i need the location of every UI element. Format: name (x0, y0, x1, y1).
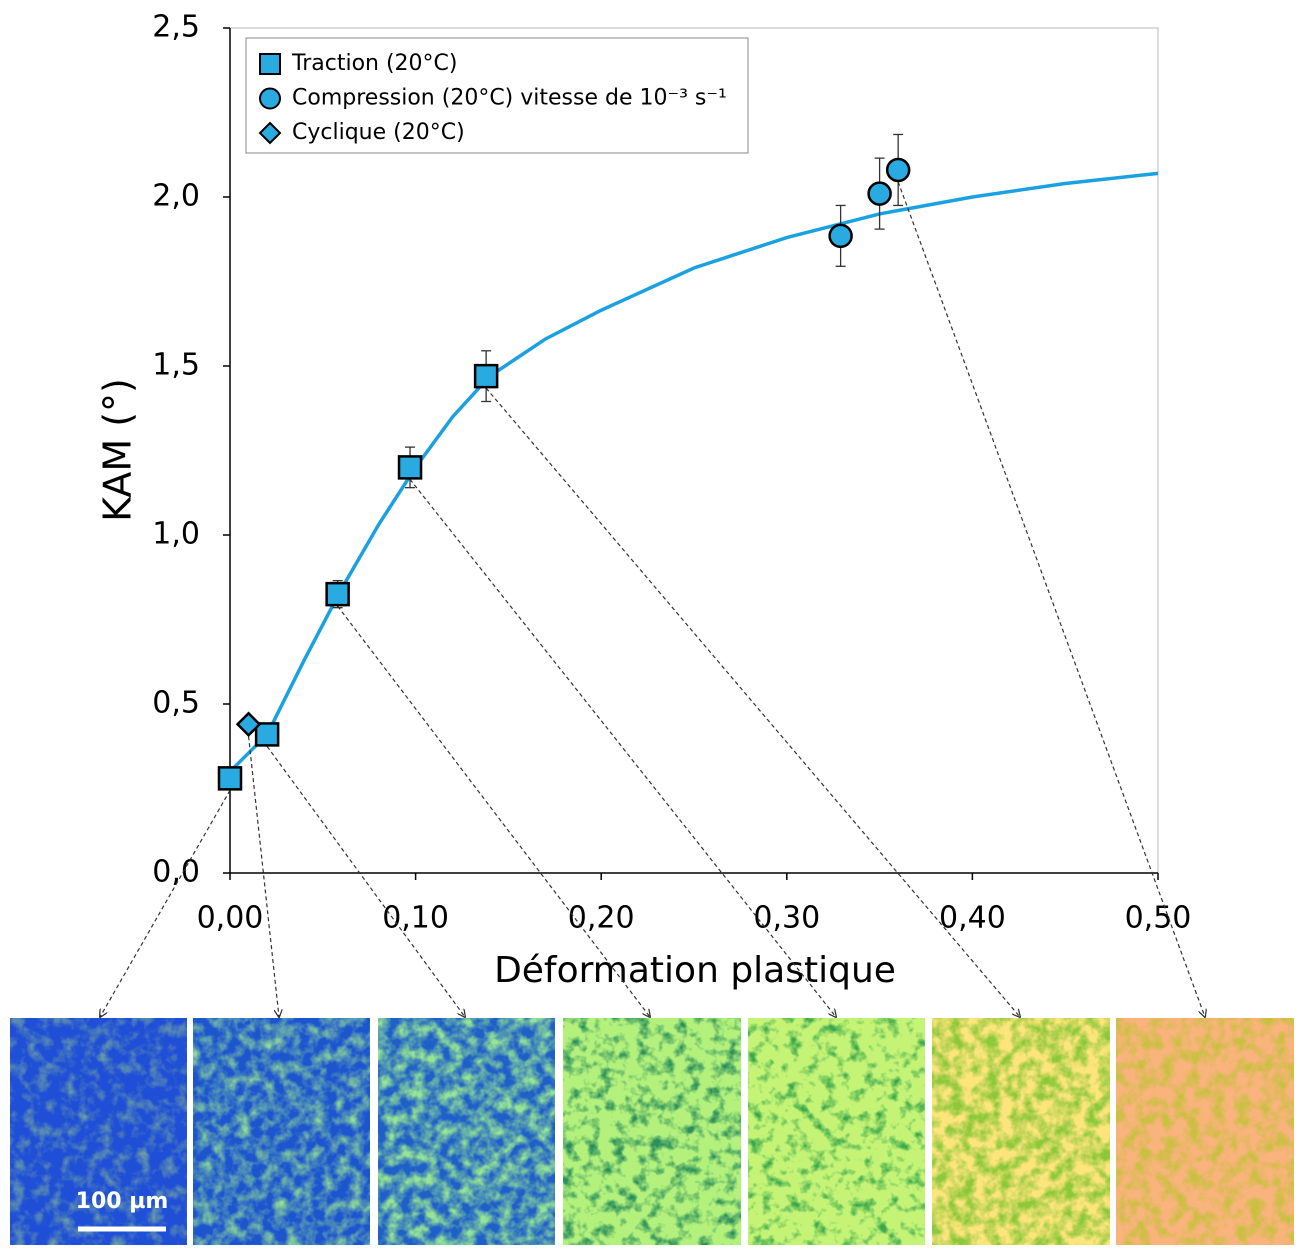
legend-marker (259, 53, 281, 75)
y-tick-label: 2,5 (152, 10, 200, 45)
fit-curve (228, 171, 1159, 773)
legend-marker (259, 87, 281, 110)
x-tick-label: 0,20 (568, 901, 635, 936)
y-tick-label: 1,5 (152, 348, 200, 383)
marker-square (325, 581, 350, 607)
marker-circle (867, 181, 892, 206)
marker-circle (828, 223, 853, 249)
marker-square (217, 766, 243, 791)
micrograph-texture (10, 1018, 187, 1245)
connector (100, 790, 231, 1017)
marker-diamond (235, 711, 262, 738)
marker-square (473, 363, 499, 389)
x-tick-label: 0,30 (753, 901, 820, 936)
x-tick-label: 0,50 (1125, 901, 1192, 936)
micrograph-texture (563, 1018, 741, 1245)
x-axis-title: Déformation plastique (494, 950, 896, 991)
connector (897, 181, 1205, 1017)
marker-square (397, 455, 423, 480)
legend-label: Traction (20°C) (291, 51, 457, 76)
connector (337, 605, 650, 1017)
connector (247, 736, 279, 1017)
micrograph-texture (932, 1018, 1110, 1245)
legend-label: Cyclique (20°C) (292, 120, 465, 145)
marker-circle (885, 157, 911, 183)
x-tick-label: 0,40 (939, 901, 1006, 936)
scale-bar-label: 100 µm (76, 1189, 169, 1214)
y-tick-label: 1,0 (152, 517, 200, 552)
micrograph-texture (378, 1018, 555, 1245)
legend-marker (258, 121, 282, 145)
connector (409, 479, 836, 1017)
y-tick-label: 0,5 (152, 686, 200, 721)
plot-frame (229, 27, 1159, 874)
legend-label: Compression (20°C) vitesse de 10⁻³ s⁻¹ (292, 86, 727, 111)
connector (485, 387, 1020, 1017)
y-tick-label: 2,0 (152, 179, 200, 214)
micrograph-texture (748, 1018, 925, 1245)
y-axis-title: KAM (°) (96, 378, 140, 522)
marker-square (254, 722, 280, 747)
legend-box (245, 37, 749, 154)
micrograph-texture (1116, 1018, 1294, 1245)
micrograph-texture (193, 1018, 370, 1245)
x-tick-label: 0,00 (197, 901, 264, 936)
connector (266, 746, 465, 1017)
